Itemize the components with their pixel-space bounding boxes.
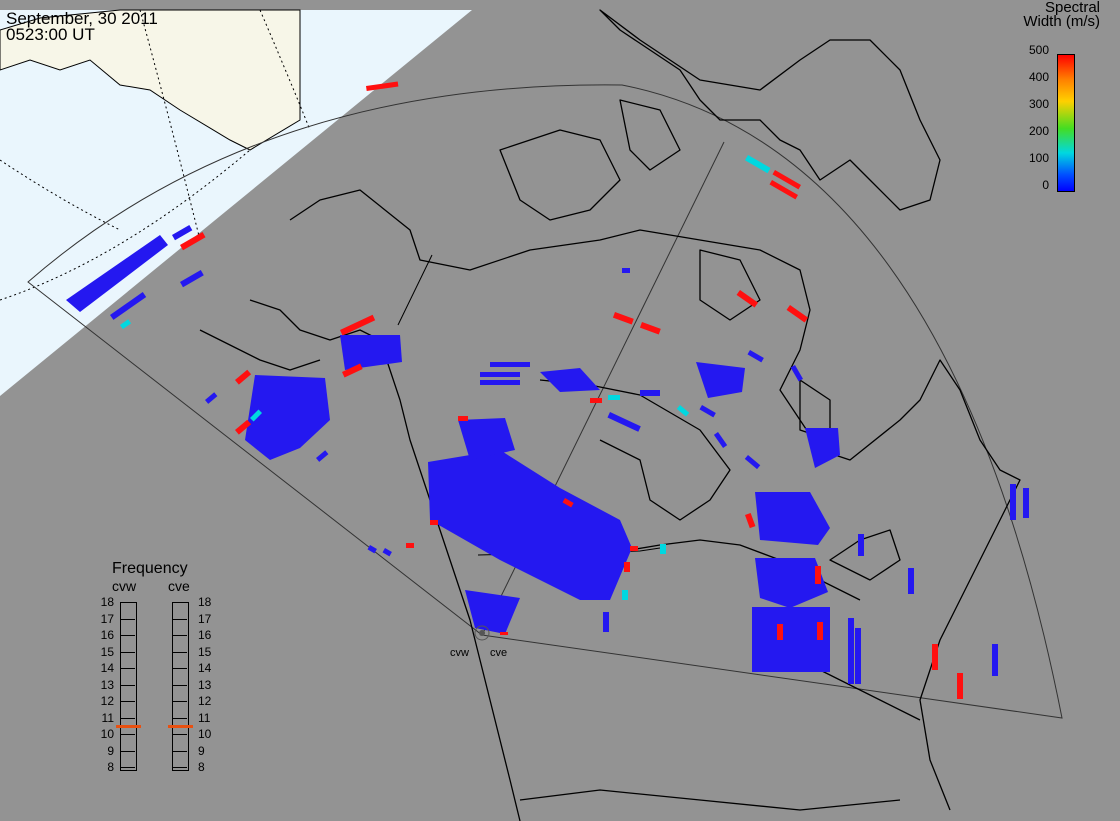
site-label-cvw: cvw bbox=[450, 647, 469, 659]
colorbar-tick: 0 bbox=[1042, 178, 1049, 192]
frequency-grid-line bbox=[120, 635, 135, 636]
daylight-land bbox=[0, 9, 301, 151]
frequency-tick-left: 8 bbox=[107, 760, 114, 774]
date-label: September, 30 2011 bbox=[6, 9, 158, 28]
frequency-tick-left: 13 bbox=[100, 677, 114, 692]
frequency-grid-line bbox=[120, 602, 135, 603]
frequency-title: Frequency bbox=[112, 560, 188, 577]
colorbar-tick: 500 bbox=[1028, 43, 1049, 57]
colorbar-tick: 300 bbox=[1028, 97, 1049, 111]
frequency-radar-label-cvw: cvw bbox=[112, 578, 137, 594]
frequency-tick-right: 13 bbox=[198, 677, 212, 692]
frequency-grid-line bbox=[120, 767, 135, 768]
frequency-tick-right: 9 bbox=[198, 743, 205, 758]
backscatter-mid-width bbox=[120, 155, 771, 600]
frequency-mark-cvw bbox=[116, 724, 141, 728]
frequency-grid-line bbox=[172, 767, 187, 768]
frequency-grid-line bbox=[120, 734, 135, 735]
frequency-grid-line bbox=[172, 734, 187, 735]
frequency-tick-right: 8 bbox=[198, 760, 205, 774]
frequency-grid-line bbox=[120, 750, 135, 752]
frequency-tick-right: 18 bbox=[198, 595, 212, 609]
frequency-grid-line bbox=[120, 618, 135, 620]
frequency-tick-left: 17 bbox=[100, 611, 114, 626]
frequency-grid-line bbox=[172, 635, 187, 636]
frequency-scale-cve bbox=[172, 602, 189, 771]
daylight-grid bbox=[0, 9, 311, 301]
time-label: 0523:00 UT bbox=[6, 25, 95, 44]
frequency-scale-cvw bbox=[120, 602, 137, 771]
frequency-grid-line bbox=[172, 684, 187, 686]
frequency-tick-right: 15 bbox=[198, 644, 212, 659]
radar-site-dot bbox=[479, 630, 485, 636]
frequency-tick-left: 11 bbox=[101, 710, 114, 725]
frequency-tick-right: 10 bbox=[198, 727, 212, 741]
colorbar-tick: 200 bbox=[1028, 124, 1049, 138]
colorbar-tick: 100 bbox=[1028, 151, 1049, 165]
frequency-grid-line bbox=[172, 651, 187, 653]
colorbar-tick: 400 bbox=[1028, 70, 1049, 84]
frequency-tick-right: 14 bbox=[198, 661, 212, 675]
frequency-tick-left: 14 bbox=[100, 661, 114, 675]
frequency-grid-line bbox=[172, 701, 187, 702]
frequency-grid-line bbox=[172, 618, 187, 620]
frequency-grid-line bbox=[120, 668, 135, 669]
backscatter-low-width bbox=[66, 225, 1029, 684]
fov-outline bbox=[27, 84, 1063, 719]
radar-site-marker bbox=[474, 625, 490, 641]
frequency-grid-line bbox=[172, 668, 187, 669]
site-label-cve: cve bbox=[490, 647, 508, 659]
frequency-tick-left: 10 bbox=[100, 727, 114, 741]
frequency-grid-line bbox=[172, 750, 187, 752]
frequency-tick-right: 16 bbox=[198, 628, 212, 642]
daylight-region bbox=[0, 10, 472, 396]
frequency-grid-line bbox=[120, 701, 135, 702]
frequency-tick-left: 15 bbox=[100, 644, 114, 659]
frequency-tick-left: 12 bbox=[100, 694, 114, 708]
frequency-grid-line bbox=[120, 717, 135, 719]
frequency-mark-cve bbox=[168, 724, 193, 728]
colorbar-gradient bbox=[1057, 54, 1075, 192]
frequency-tick-right: 17 bbox=[198, 611, 212, 626]
frequency-radar-label-cve: cve bbox=[168, 578, 190, 594]
frequency-tick-left: 18 bbox=[100, 595, 114, 609]
frequency-tick-right: 11 bbox=[198, 710, 211, 725]
frequency-grid-line bbox=[172, 602, 187, 603]
frequency-tick-left: 16 bbox=[100, 628, 114, 642]
colorbar-title-line1: Spectral bbox=[1044, 0, 1100, 16]
frequency-tick-right: 12 bbox=[198, 694, 212, 708]
frequency-tick-left: 9 bbox=[107, 743, 114, 758]
backscatter-high-width bbox=[179, 81, 963, 699]
frequency-grid-line bbox=[120, 651, 135, 653]
frequency-grid-line bbox=[172, 717, 187, 719]
colorbar-title-line2: Width (m/s) bbox=[1023, 13, 1100, 30]
frequency-grid-line bbox=[120, 684, 135, 686]
